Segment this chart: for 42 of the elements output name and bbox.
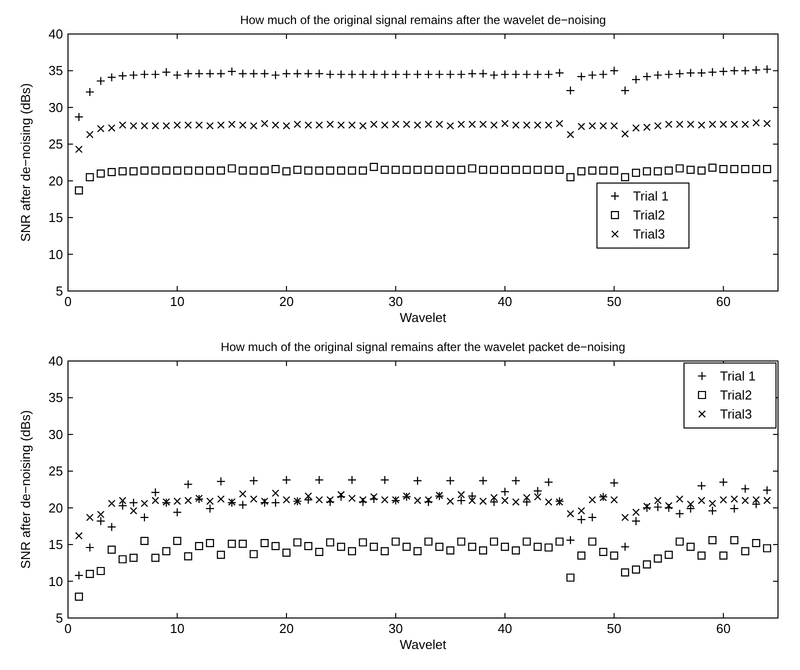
x-tick-label: 50 (606, 621, 622, 636)
chart-title: How much of the original signal remains after the wavelet de−noising (240, 13, 606, 27)
y-tick-label: 10 (48, 574, 63, 589)
y-tick-label: 15 (48, 537, 63, 552)
x-tick-label: 0 (64, 621, 72, 636)
y-tick-label: 30 (48, 426, 63, 442)
y-tick-label: 25 (48, 136, 63, 152)
y-tick-label: 20 (48, 500, 63, 516)
legend-label: Trial 1 (720, 368, 756, 384)
y-tick-label: 40 (48, 26, 63, 42)
x-tick-label: 60 (716, 294, 731, 309)
legend-label: Trial 1 (632, 188, 669, 204)
y-axis-title: SNR after de−noising (dBs) (18, 83, 33, 242)
x-tick-label: 10 (170, 621, 184, 636)
legend-label: Trial3 (632, 226, 665, 242)
y-tick-label: 35 (48, 63, 63, 78)
legend-label: Trial3 (720, 406, 752, 422)
x-tick-label: 20 (279, 621, 294, 636)
y-tick-label: 10 (48, 246, 63, 262)
y-tick-label: 30 (48, 100, 63, 115)
y-tick-label: 35 (48, 390, 63, 406)
x-tick-label: 20 (279, 294, 294, 309)
y-tick-label: 5 (56, 284, 63, 298)
y-tick-label: 25 (48, 464, 63, 479)
y-axis-title: SNR after de−noising (dBs) (18, 410, 33, 569)
x-tick-label: 30 (388, 294, 403, 309)
y-tick-label: 40 (48, 354, 63, 368)
y-tick-label: 20 (48, 173, 63, 188)
chart-title: How much of the original signal remains after the wavelet packet de−noising (220, 340, 626, 354)
y-tick-label: 15 (48, 210, 63, 226)
x-tick-label: 40 (498, 294, 512, 309)
x-tick-label: 0 (64, 294, 72, 309)
x-tick-label: 30 (388, 621, 403, 636)
x-axis-title: Wavelet (400, 637, 447, 652)
y-tick-label: 5 (56, 610, 63, 626)
legend-label: Trial2 (720, 388, 752, 402)
x-tick-label: 50 (606, 294, 622, 309)
legend-label: Trial2 (632, 208, 665, 223)
x-tick-label: 60 (716, 621, 731, 636)
x-tick-label: 10 (170, 294, 184, 309)
x-tick-label: 40 (498, 621, 512, 636)
x-axis-title: Wavelet (400, 310, 447, 325)
